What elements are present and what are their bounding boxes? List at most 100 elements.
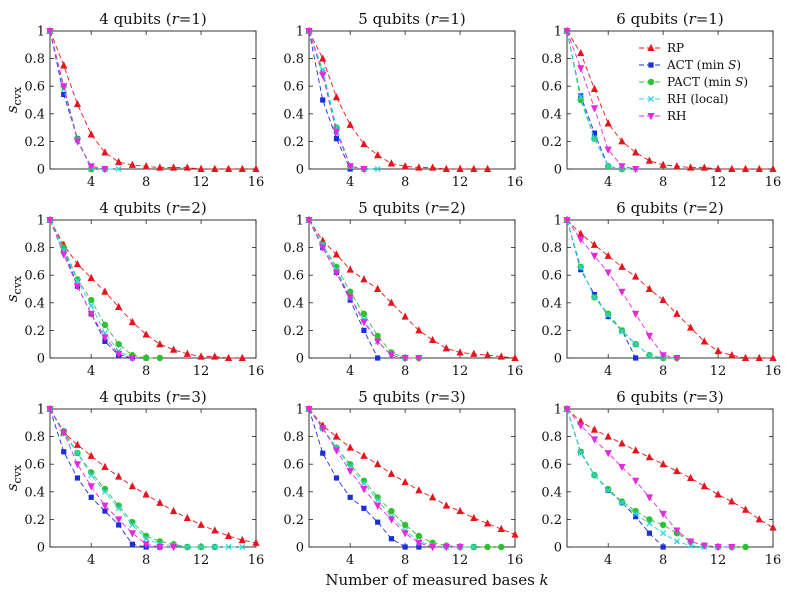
data-point	[456, 506, 464, 515]
series-act-min-s	[564, 406, 666, 550]
y-tick-label: 0.6	[24, 458, 45, 473]
subplot-title: 4 qubits (r=2)	[99, 199, 206, 217]
x-tick-label: 8	[659, 364, 667, 379]
data-point	[142, 541, 150, 549]
data-point	[646, 516, 653, 523]
legend-marker	[647, 43, 655, 51]
data-point	[645, 284, 653, 292]
y-tick-label: 0.8	[283, 241, 304, 256]
data-point	[374, 502, 382, 510]
data-point	[360, 275, 368, 283]
data-point	[211, 526, 219, 534]
data-point	[563, 406, 571, 414]
y-tick-label: 0.6	[283, 80, 304, 95]
data-point	[224, 164, 233, 172]
data-point	[332, 432, 341, 440]
data-point	[687, 473, 695, 481]
data-point	[387, 298, 395, 306]
data-point	[590, 425, 599, 433]
data-point	[755, 353, 763, 361]
y-tick-label: 0	[554, 541, 562, 556]
series-line	[308, 408, 474, 548]
data-point	[646, 530, 652, 536]
data-point	[73, 283, 82, 291]
x-tick-label: 8	[142, 175, 150, 190]
subplot-7: 0 0.2 0.4 0.6 0.8 1 4 8 12 16 4 qubits (r=3) scvx	[3, 388, 264, 568]
data-point	[618, 163, 626, 171]
y-tick-label: 0.2	[283, 324, 304, 339]
data-point	[687, 538, 695, 546]
series-line	[308, 30, 351, 170]
data-point	[320, 97, 326, 103]
x-tick-label: 8	[142, 364, 150, 379]
y-tick-label: 0	[37, 352, 45, 367]
subplot-title: 5 qubits (r=2)	[358, 199, 465, 217]
x-tick-label: 12	[710, 364, 727, 379]
data-point	[401, 521, 409, 529]
data-point	[577, 236, 585, 244]
data-point	[319, 72, 327, 80]
data-point	[115, 516, 123, 524]
y-tick-label: 0.4	[283, 107, 304, 122]
x-tick-label: 12	[710, 175, 727, 190]
series-rh-local	[46, 405, 246, 551]
data-point	[374, 332, 381, 340]
data-point	[700, 337, 708, 345]
data-point	[590, 240, 599, 248]
series-act-min-s	[47, 406, 163, 550]
data-point	[88, 302, 95, 309]
data-point	[659, 460, 667, 468]
data-point	[498, 543, 505, 551]
data-point	[673, 162, 681, 170]
axes-box	[49, 30, 257, 170]
legend-item: RP	[639, 41, 684, 55]
y-tick-label: 0.6	[24, 269, 45, 284]
series-line	[49, 408, 257, 544]
data-point	[115, 505, 122, 512]
y-tick-label: 1	[296, 214, 304, 229]
data-point	[591, 294, 598, 301]
y-tick-label: 0.4	[541, 485, 562, 500]
data-point	[73, 99, 82, 108]
data-point	[238, 535, 246, 544]
subplot-title: 6 qubits (r=1)	[616, 10, 723, 28]
series-line	[308, 219, 419, 359]
y-tick-label: 0.8	[283, 52, 304, 67]
data-point	[361, 327, 367, 333]
data-point	[115, 341, 122, 348]
data-point	[728, 497, 736, 505]
y-tick-label: 0.6	[541, 269, 562, 284]
data-point	[170, 345, 178, 353]
data-point	[374, 460, 382, 468]
data-point	[224, 531, 233, 539]
data-point	[142, 162, 150, 170]
y-tick-label: 0.4	[283, 485, 304, 500]
y-tick-label: 1	[554, 403, 562, 418]
series-rh-local	[46, 27, 122, 173]
data-point	[605, 163, 612, 170]
data-point	[618, 439, 626, 447]
data-point	[388, 536, 394, 542]
x-tick-label: 4	[604, 364, 612, 379]
data-point	[170, 163, 178, 171]
data-point	[375, 519, 381, 525]
data-point	[73, 440, 82, 448]
data-point	[659, 295, 667, 304]
series-rh	[46, 217, 136, 363]
data-point	[456, 348, 464, 356]
series-line	[49, 408, 174, 548]
y-tick-label: 0.4	[24, 296, 45, 311]
legend-marker	[647, 95, 655, 103]
x-axis-label: Number of measured bases k	[325, 571, 548, 589]
data-point	[332, 447, 341, 455]
y-tick-label: 0.8	[24, 52, 45, 67]
x-tick-label: 16	[248, 553, 265, 568]
data-point	[346, 120, 354, 128]
data-point	[346, 265, 354, 273]
series-pact-min-s	[46, 405, 218, 551]
data-point	[497, 352, 505, 360]
data-point	[115, 165, 122, 173]
data-point	[197, 520, 205, 528]
data-point	[755, 515, 763, 523]
x-tick-label: 12	[193, 364, 210, 379]
